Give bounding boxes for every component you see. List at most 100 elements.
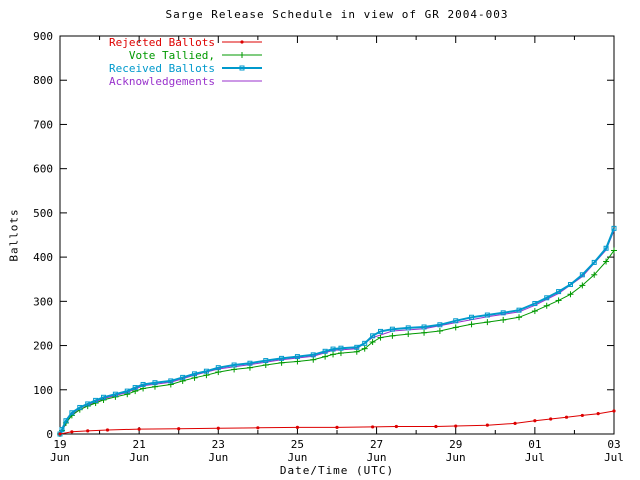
x-tick-label-month: Jul (525, 451, 545, 464)
x-tick-label-day: 25 (291, 438, 304, 451)
marker-received-ballots (180, 374, 186, 380)
marker-rejected-ballots (137, 427, 141, 431)
marker-received-ballots (239, 65, 245, 71)
marker-received-ballots (63, 418, 69, 424)
marker-received-ballots (354, 344, 360, 350)
series-line-rejected-ballots (59, 410, 615, 435)
legend-label-vote-tallied: Vote Tallied, (129, 49, 215, 62)
marker-received-ballots (484, 312, 490, 318)
x-axis-label: Date/Time (UTC) (279, 464, 395, 477)
marker-received-ballots (59, 427, 65, 433)
marker-received-ballots (338, 345, 344, 351)
x-tick-label-month: Jun (367, 451, 387, 464)
marker-received-ballots (603, 245, 609, 251)
marker-rejected-ballots (177, 427, 181, 431)
marker-received-ballots (567, 282, 573, 288)
marker-received-ballots (362, 340, 368, 346)
y-tick-label: 100 (33, 384, 53, 397)
marker-received-ballots (85, 401, 91, 407)
y-tick-label: 900 (33, 30, 53, 43)
marker-received-ballots (247, 360, 253, 366)
marker-rejected-ballots (533, 419, 537, 423)
marker-received-ballots (370, 333, 376, 339)
marker-received-ballots (69, 410, 75, 416)
y-tick-label: 0 (46, 428, 53, 441)
marker-rejected-ballots (596, 412, 600, 416)
series-line-acknowledgements (59, 230, 615, 435)
y-tick-label: 200 (33, 340, 53, 353)
marker-rejected-ballots (513, 421, 517, 425)
y-tick-label: 300 (33, 295, 53, 308)
marker-rejected-ballots (86, 429, 90, 433)
x-tick-label-day: 27 (370, 438, 383, 451)
marker-received-ballots (469, 314, 475, 320)
marker-rejected-ballots (295, 425, 300, 429)
marker-received-ballots (421, 324, 427, 330)
marker-received-ballots (591, 259, 597, 265)
marker-received-ballots (77, 404, 83, 410)
marker-received-ballots (330, 346, 336, 352)
x-tick-label-month: Jul (604, 451, 624, 464)
marker-rejected-ballots (394, 424, 398, 429)
marker-received-ballots (192, 371, 198, 377)
marker-received-ballots (544, 295, 550, 301)
x-tick-label-month: Jun (129, 451, 149, 464)
legend-label-rejected-ballots: Rejected Ballots (109, 36, 215, 49)
chart-title: Sarge Release Schedule in view of GR 200… (165, 8, 509, 21)
marker-received-ballots (140, 381, 146, 387)
marker-rejected-ballots (240, 40, 244, 44)
legend-label-acknowledgements: Acknowledgements (109, 75, 215, 88)
x-tick-label-month: Jun (208, 451, 228, 464)
marker-received-ballots (132, 385, 138, 391)
marker-received-ballots (101, 394, 107, 400)
marker-received-ballots (378, 328, 384, 334)
marker-rejected-ballots (335, 425, 339, 429)
series-line-vote-tallied (59, 250, 615, 435)
x-tick-label-day: 23 (212, 438, 225, 451)
marker-rejected-ballots (454, 424, 458, 428)
plot-border (59, 35, 615, 435)
series-line-received-ballots (59, 228, 615, 435)
y-tick-label: 600 (33, 163, 53, 176)
marker-received-ballots (389, 326, 395, 332)
marker-received-ballots (611, 225, 617, 231)
marker-received-ballots (231, 362, 237, 368)
marker-rejected-ballots (434, 424, 438, 429)
x-tick-label-month: Jun (446, 451, 466, 464)
marker-rejected-ballots (564, 415, 569, 419)
marker-rejected-ballots (485, 423, 489, 427)
marker-received-ballots (279, 355, 285, 361)
y-tick-label: 700 (33, 118, 53, 131)
marker-received-ballots (322, 348, 328, 354)
marker-received-ballots (453, 318, 459, 324)
x-tick-label-day: 29 (449, 438, 462, 451)
marker-rejected-ballots (105, 428, 110, 432)
marker-rejected-ballots (216, 426, 220, 430)
marker-received-ballots (168, 378, 174, 384)
marker-received-ballots (152, 380, 158, 386)
x-tick-label-month: Jun (287, 451, 307, 464)
marker-rejected-ballots (256, 426, 260, 430)
marker-received-ballots (203, 368, 209, 374)
marker-received-ballots (93, 397, 99, 403)
legend-label-received-ballots: Received Ballots (109, 62, 215, 75)
marker-received-ballots (579, 272, 585, 278)
marker-received-ballots (500, 310, 506, 316)
marker-received-ballots (124, 388, 130, 394)
x-tick-label-day: 03 (607, 438, 620, 451)
marker-received-ballots (532, 301, 538, 307)
marker-rejected-ballots (549, 417, 553, 421)
marker-received-ballots (556, 289, 562, 295)
marker-received-ballots (516, 307, 522, 313)
y-tick-label: 500 (33, 207, 53, 220)
marker-received-ballots (437, 322, 443, 328)
marker-received-ballots (112, 391, 118, 397)
x-tick-label-day: 19 (53, 438, 66, 451)
marker-received-ballots (405, 325, 411, 331)
marker-rejected-ballots (580, 413, 584, 418)
y-tick-label: 400 (33, 251, 53, 264)
x-tick-label-month: Jun (50, 451, 70, 464)
x-tick-label-day: 01 (528, 438, 541, 451)
